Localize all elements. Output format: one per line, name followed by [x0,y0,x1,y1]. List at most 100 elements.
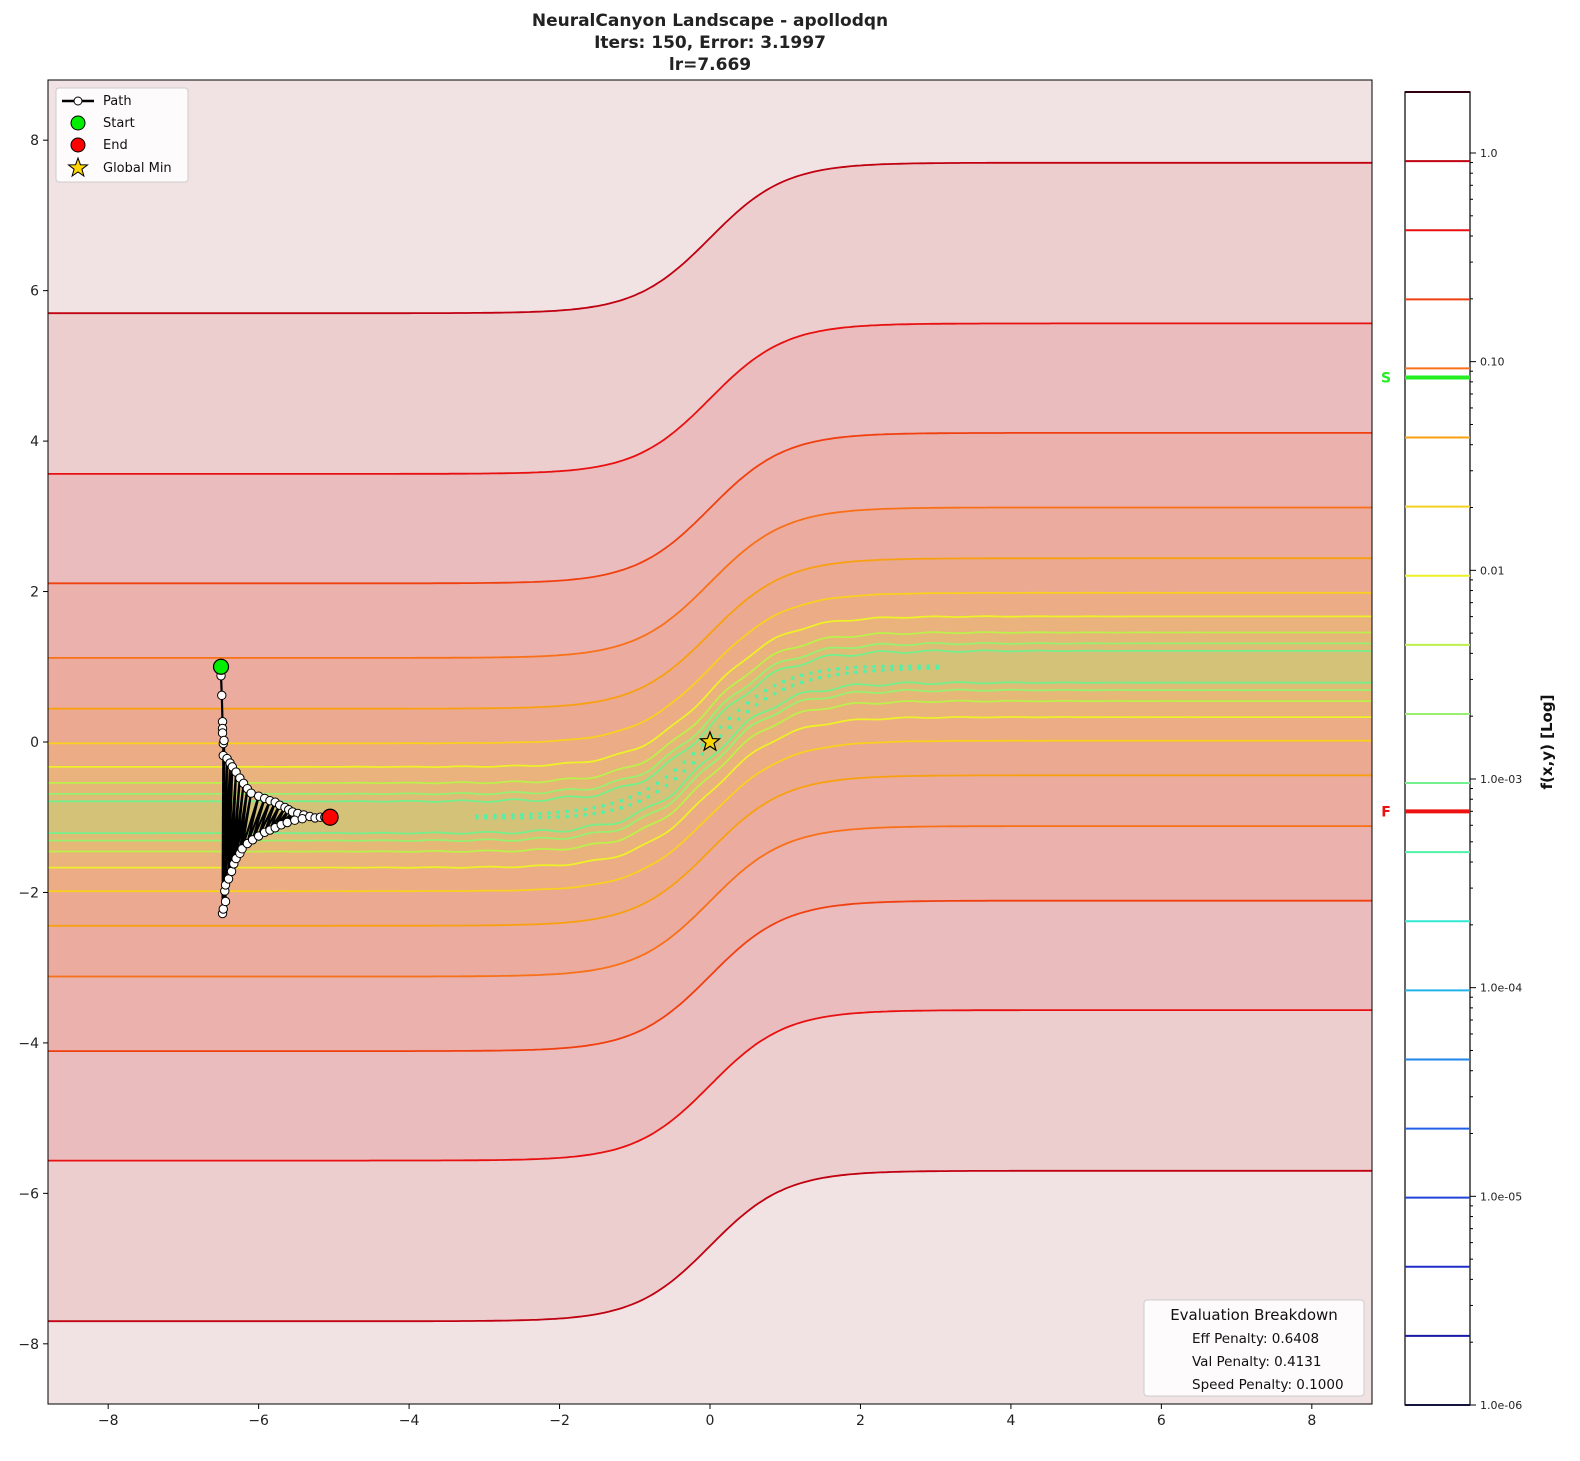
contour-dot-level-8 [538,815,542,820]
contour-dot-level-8 [646,795,651,799]
contour-dot-level-8 [610,801,615,806]
y-tick-label: 2 [30,585,39,601]
contour-dot-level-8 [899,664,903,668]
contour-line-level-13 [48,739,1372,893]
contour-dot-level-8 [890,664,894,669]
contour-dot-level-8 [529,812,533,816]
contour-dot-level-8 [736,708,741,713]
contour-line-level-16 [48,899,1372,1052]
contour-dot-level-8 [691,760,696,765]
contour-line-level-17 [48,1009,1372,1162]
y-tick-label: −6 [18,1186,39,1202]
breakdown-eff-penalty: Eff Penalty: 0.6408 [1192,1331,1319,1347]
contour-dot-level-8 [809,677,813,682]
contour-dot-level-8 [619,798,624,803]
contour-line-level-14 [48,774,1372,927]
contour-line-level-16 [48,431,1372,585]
contour-dot-level-8 [845,666,849,670]
contour-line-level-12 [48,615,1372,769]
contour-dot-level-8 [556,815,560,819]
contour-dot-level-8 [565,809,569,814]
title-line-2: Iters: 150, Error: 3.1997 [594,33,826,53]
legend-label-end: End [103,138,128,153]
colorbar-tick-label: 1.0e-03 [1480,773,1522,786]
contour-dot-level-8 [474,814,479,818]
evaluation-breakdown-box: Evaluation Breakdown Eff Penalty: 0.6408… [1143,1299,1365,1397]
contour-dot-level-8 [583,813,587,817]
contour-dot-level-8 [646,786,651,791]
title-line-3: lr=7.669 [669,55,751,75]
contour-dot-level-8 [827,668,831,672]
contour-dot-level-8 [619,806,624,810]
contour-dot-level-8 [673,776,678,781]
contour-dot-level-8 [908,667,912,671]
contour-dot-level-8 [754,694,759,699]
contour-dot-level-8 [790,683,795,688]
contour-dot-level-8 [574,808,578,813]
colorbar-tick-label: 1.0 [1480,147,1498,160]
colorbar-frame [1404,91,1471,1406]
legend-entry-global-min: Global Min [67,156,172,178]
contour-dot-level-8 [682,769,687,773]
legend-label-path: Path [103,94,132,109]
contour-dot-level-8 [908,664,912,668]
legend-label-start: Start [103,116,135,131]
contour-dot-level-8 [872,664,876,669]
legend-entry-path: Path [62,94,132,109]
contour-dot-level-8 [655,789,660,794]
contour-dot-level-8 [863,669,867,674]
legend-entry-end: End [70,137,128,153]
y-tick-label: 0 [30,735,39,751]
contour-dot-level-8 [601,810,605,814]
contour-dot-level-8 [538,811,542,816]
colorbar-label: f(x,y) [Log] [1538,695,1556,790]
contour-line-level-13 [48,591,1372,745]
contour-dot-level-8 [655,781,660,786]
end-marker [321,808,339,826]
contour-dot-level-8 [809,671,813,675]
contour-dot-level-8 [556,810,560,815]
x-tick-label: 0 [706,1413,715,1429]
colorbar-tick-label: 0.10 [1480,356,1505,369]
y-tick-label: −4 [18,1036,39,1052]
y-tick-label: −2 [18,885,39,901]
contour-dot-level-8 [484,814,488,818]
contour-dot-level-8 [818,669,822,674]
x-tick-label: 8 [1307,1413,1316,1429]
contour-dot-level-8 [547,815,551,820]
contour-dot-level-8 [610,808,615,813]
contour-dot-level-8 [799,680,804,685]
legend-entry-start: Start [70,115,135,131]
x-tick-label: 2 [856,1413,865,1429]
y-tick-label: 6 [30,284,39,300]
contour-dot-level-8 [493,813,497,818]
contour-dot-level-8 [836,667,840,671]
colorbar-tick-label: 1.0e-06 [1480,1399,1522,1412]
contour-dot-level-8 [700,743,705,747]
contour-dot-level-8 [628,803,633,807]
x-tick-label: 6 [1157,1413,1166,1429]
star-icon [67,156,89,178]
contour-dot-level-8 [583,807,587,811]
contour-line-level-15 [48,825,1372,978]
contour-dot-level-8 [718,734,723,738]
contour-dot-level-8 [682,760,687,765]
contour-dot-level-8 [827,674,831,678]
path-point [220,896,231,907]
contour-dot-level-8 [727,716,732,721]
contour-dot-level-8 [502,813,506,818]
contour-dot-level-8 [628,795,633,800]
colorbar-tick-label: 1.0e-04 [1480,982,1522,995]
contour-dot-level-8 [718,725,723,729]
x-tick-label: −8 [98,1413,119,1429]
contour-dot-level-8 [917,664,921,668]
colorbar-marker-label: S [1381,370,1391,386]
path-point [217,728,228,738]
colorbar-tick-label: 1.0e-05 [1480,1190,1522,1203]
contour-line-level-11 [48,631,1372,785]
contour-dot-level-8 [511,813,515,817]
colorbar-tick-label: 0.01 [1480,564,1505,577]
contour-dot-level-8 [799,673,804,678]
contour-dot-level-8 [736,717,741,721]
